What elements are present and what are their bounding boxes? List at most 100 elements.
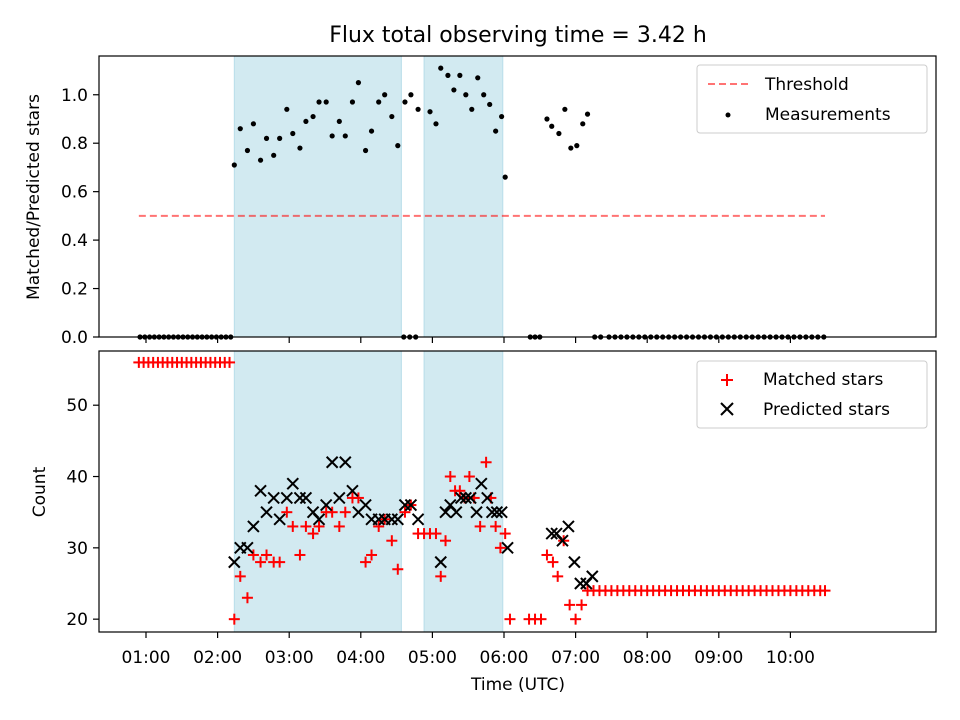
measurement-point	[323, 99, 329, 105]
matched-star-point	[435, 570, 447, 582]
matched-star-point	[386, 535, 398, 547]
predicted-star-point	[260, 505, 273, 519]
predicted-star-point	[475, 477, 488, 490]
measurement-point	[244, 147, 251, 154]
matched-star-point	[463, 471, 475, 483]
predicted-star-point	[464, 491, 477, 505]
legend-predicted-label: Predicted stars	[763, 400, 890, 420]
bottom-y-axis-label: Count	[30, 466, 50, 517]
predicted-star-point	[556, 534, 569, 547]
matched-star-point	[819, 585, 831, 597]
measurement-point	[469, 106, 475, 112]
top-legend: Threshold Measurements	[696, 64, 928, 134]
bottom-x-ticks: 01:00 02:00 03:00 04:00 05:00 06:00 07:00 08:00…	[122, 632, 815, 668]
top-y-ticks: 0.0 0.2 0.4 0.6 0.8 1.0	[61, 86, 99, 348]
top-x-ticks	[145, 337, 792, 343]
y-tick-label: 0.8	[61, 134, 88, 154]
chart-title: Flux total observing time = 3.42 h	[329, 23, 707, 48]
matched-star-point	[430, 528, 442, 540]
matched-star-point	[228, 613, 240, 625]
matched-star-point	[454, 485, 466, 497]
x-tick-label: 05:00	[408, 648, 457, 668]
measurement-point	[395, 143, 401, 149]
top-legend-box	[696, 64, 928, 134]
x-tick-label: 09:00	[694, 648, 743, 668]
x-tick-label: 06:00	[480, 648, 529, 668]
predicted-star-point	[459, 491, 473, 505]
bottom-shaded-intervals	[233, 350, 504, 633]
measurement-point	[231, 162, 237, 168]
matched-star-point	[399, 506, 411, 518]
measurement-point	[481, 92, 487, 98]
predicted-star-point	[273, 513, 286, 526]
legend-threshold-label: Threshold	[764, 75, 849, 95]
measurement-point	[584, 111, 591, 117]
measurement-point	[349, 99, 356, 105]
matched-star-point	[333, 520, 345, 532]
matched-star-point	[552, 570, 564, 582]
predicted-star-point	[312, 513, 326, 526]
matched-star-point	[352, 492, 364, 504]
measurement-point	[297, 145, 303, 151]
x-tick-label: 01:00	[122, 648, 171, 668]
measurement-point	[544, 116, 550, 122]
matched-star-point	[564, 599, 576, 611]
measurement-point	[562, 106, 568, 112]
matched-star-point	[547, 556, 559, 568]
measurement-point	[493, 128, 499, 134]
matched-star-point	[294, 549, 306, 561]
y-tick-label: 40	[66, 468, 88, 488]
measurement-point	[316, 99, 322, 105]
predicted-star-point	[299, 491, 313, 505]
predicted-stars-points	[228, 456, 599, 590]
bottom-y-ticks: 20 30 40 50	[66, 396, 99, 630]
measurement-point	[574, 143, 580, 149]
matched-star-point	[499, 528, 511, 540]
predicted-star-point	[346, 484, 359, 497]
measurement-point	[329, 133, 335, 139]
measurement-point	[355, 80, 362, 86]
measurement-point	[376, 99, 382, 105]
top-shaded-intervals	[233, 55, 504, 338]
x-tick-label: 07:00	[551, 648, 600, 668]
y-tick-label: 30	[66, 539, 88, 559]
measurement-point	[433, 121, 439, 127]
measurement-point	[310, 113, 316, 120]
measurement-point	[502, 174, 508, 180]
matched-star-point	[313, 520, 325, 532]
matched-star-point	[339, 506, 351, 518]
predicted-star-point	[485, 505, 499, 519]
measurement-point	[408, 92, 414, 98]
matched-star-point	[373, 520, 385, 532]
x-tick-label: 10:00	[766, 648, 815, 668]
predicted-star-point	[470, 505, 483, 519]
x-tick-label: 03:00	[265, 648, 314, 668]
matched-star-point	[366, 549, 378, 561]
bottom-legend: Matched stars Predicted stars	[696, 360, 928, 429]
matched-star-point	[480, 456, 492, 468]
matched-star-point	[570, 613, 582, 625]
predicted-star-point	[339, 456, 352, 469]
y-tick-label: 50	[66, 396, 88, 416]
matched-star-point	[241, 592, 253, 604]
bottom-panel-frame	[98, 350, 937, 633]
measurement-point	[368, 128, 375, 134]
predicted-star-point	[254, 484, 267, 497]
y-tick-label: 0.0	[61, 328, 88, 348]
measurement-point	[389, 113, 395, 120]
measurement-point	[438, 65, 444, 71]
predicted-star-point	[545, 527, 558, 540]
measurement-point	[237, 126, 243, 132]
matched-star-point	[392, 563, 404, 575]
x-tick-label: 02:00	[193, 648, 242, 668]
measurement-point	[250, 121, 256, 127]
predicted-star-point	[411, 513, 425, 526]
matched-star-point	[274, 556, 286, 568]
measurement-point	[427, 109, 433, 115]
matched-star-point	[535, 613, 547, 625]
matched-star-point	[326, 506, 338, 518]
measurement-point	[475, 75, 481, 81]
measurement-point	[277, 135, 283, 141]
